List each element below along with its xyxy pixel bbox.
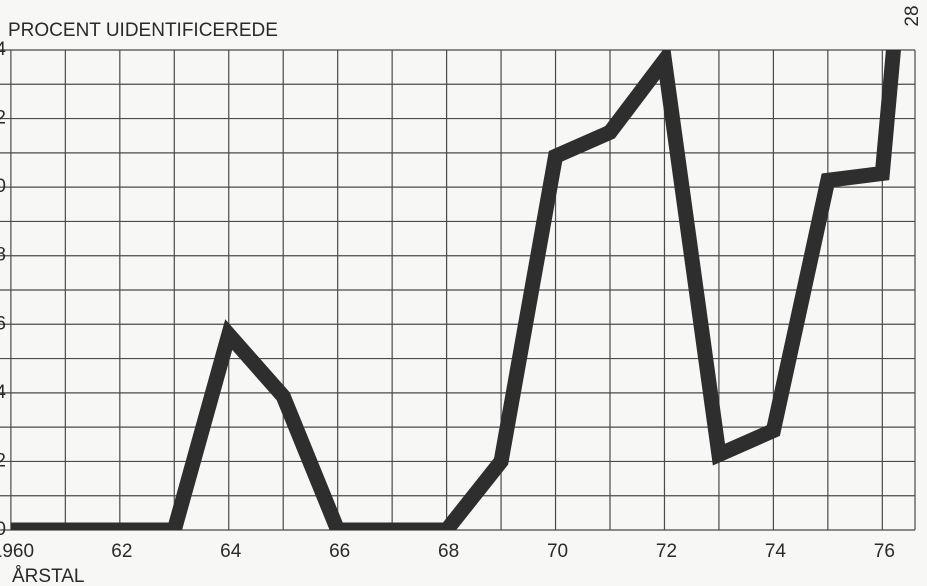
x-tick-label: 62 [111,541,132,562]
y-tick-label: 4 [0,382,6,403]
y-tick-label: 0 [0,519,6,540]
y-tick-label: 6 [0,313,6,334]
x-tick-label: 70 [547,541,568,562]
x-tick-label: 66 [329,541,350,562]
x-tick-label: 64 [220,541,242,562]
y-tick-label: 12 [0,108,6,129]
x-tick-label: 76 [874,541,895,562]
x-tick-label: 74 [765,541,787,562]
y-tick-label: 14 [0,39,6,60]
y-tick-label: 8 [0,245,6,266]
data-line [10,50,901,530]
annotation: 28 [902,5,923,26]
x-tick-label: 1960 [0,541,34,562]
chart-title: PROCENT UIDENTIFICEREDE [8,20,278,41]
y-tick-label: 10 [0,176,6,197]
x-tick-label: 72 [656,541,677,562]
x-axis-label: ÅRSTAL [12,566,85,586]
y-tick-label: 2 [0,450,6,471]
x-tick-label: 68 [438,541,459,562]
